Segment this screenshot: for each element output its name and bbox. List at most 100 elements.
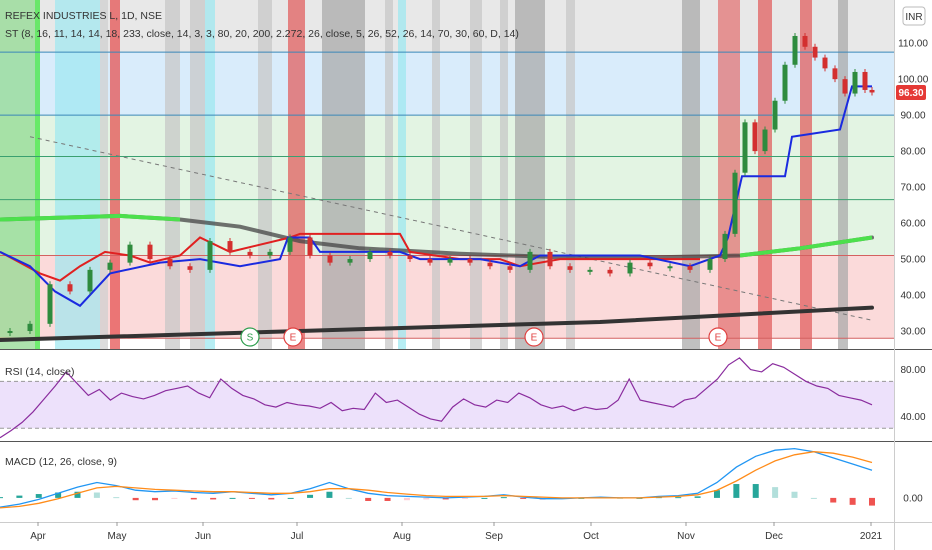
macd-hist-bar	[210, 497, 217, 500]
slow-ma-green-segment	[0, 213, 181, 222]
candle	[527, 251, 533, 270]
signal-band-18	[682, 0, 700, 349]
macd-hist-bar	[384, 497, 391, 501]
signal-band-16	[515, 0, 545, 349]
candle	[247, 251, 253, 256]
macd-hist-bar	[55, 492, 62, 498]
macd-hist-bar	[520, 497, 527, 499]
rsi-tick-label: 40.00	[900, 412, 925, 423]
candle	[782, 64, 788, 101]
candle	[812, 46, 818, 58]
signal-band-19	[718, 0, 740, 349]
macd-hist-bar	[423, 497, 430, 500]
candle	[487, 262, 493, 267]
signal-band-3	[100, 0, 108, 349]
candle	[167, 259, 173, 267]
x-tick-label: Sep	[485, 531, 503, 542]
signal-band-6	[190, 0, 205, 349]
macd-hist-bar	[869, 497, 875, 506]
candle	[852, 71, 858, 94]
candle	[87, 269, 93, 292]
macd-hist-bar	[74, 491, 81, 498]
candle	[732, 172, 738, 234]
candle	[387, 251, 393, 256]
candle	[7, 331, 13, 334]
x-tick-label: May	[108, 531, 127, 542]
macd-hist-bar	[326, 491, 333, 498]
candle	[627, 262, 633, 274]
x-tick-label: Apr	[30, 531, 46, 542]
candle	[227, 241, 233, 252]
vertical-signal-bands	[0, 0, 848, 349]
candle	[707, 259, 713, 270]
signal-band-1	[35, 0, 40, 349]
macd-hist-bar	[171, 497, 178, 499]
event-marker-2	[524, 327, 544, 347]
signal-band-17	[566, 0, 575, 349]
rsi-band	[0, 381, 894, 429]
macd-hist-bar	[365, 497, 372, 501]
x-tick-label: Dec	[765, 531, 783, 542]
rsi-title: RSI (14, close)	[5, 366, 74, 378]
signal-band-21	[800, 0, 812, 349]
macd-hist-bar	[713, 490, 720, 498]
candle	[507, 266, 513, 270]
event-marker-label: E	[715, 333, 722, 344]
macd-hist-bar	[481, 497, 488, 499]
x-tick-label: 2021	[860, 531, 883, 542]
macd-hist-bar	[248, 497, 255, 499]
macd-tick-label: 0.00	[903, 493, 923, 504]
macd-hist-bar	[16, 495, 23, 498]
slow-ma-green-segment-2	[739, 235, 873, 258]
signal-band-11	[385, 0, 393, 349]
candle	[869, 89, 875, 93]
macd-hist-bar	[403, 497, 410, 501]
candle	[722, 233, 728, 260]
event-marker-1	[283, 327, 303, 347]
price-tick-label: 40.00	[900, 291, 925, 302]
supertrend-line	[0, 85, 872, 308]
candle	[287, 237, 293, 252]
currency-button[interactable]	[902, 6, 926, 26]
x-tick-label: Nov	[677, 531, 695, 542]
long-ma-line	[0, 305, 874, 342]
macd-hist-bar	[752, 484, 759, 498]
macd-hist-bar	[810, 497, 817, 499]
signal-band-22	[838, 0, 848, 349]
indicator-params: ST (8, 16, 11, 14, 14, 18, 233, close, 1…	[5, 28, 519, 40]
signal-band-9	[288, 0, 305, 349]
signal-band-12	[398, 0, 406, 349]
macd-panel	[0, 447, 875, 509]
rsi-line	[0, 357, 873, 439]
candle	[792, 35, 798, 65]
macd-hist-bar	[733, 484, 740, 498]
signal-band-14	[470, 0, 482, 349]
price-tick-label: 90.00	[900, 111, 925, 122]
signal-band-15	[500, 0, 508, 349]
x-tick-label: Jun	[195, 531, 211, 542]
price-tick-label: 110.00	[898, 39, 928, 50]
candle	[187, 266, 193, 270]
price-zone-0	[0, 0, 894, 53]
candle	[832, 68, 838, 80]
price-tick-label: 30.00	[900, 327, 925, 338]
candle	[207, 241, 213, 270]
macd-hist-bar	[772, 487, 779, 498]
macd-hist-bar	[113, 497, 120, 499]
macd-hist-bar	[500, 497, 507, 499]
x-tick-label: Aug	[393, 531, 411, 542]
x-axis-labels: Apr May Jun Jul Aug Sep Oct Nov Dec 2021	[30, 522, 883, 542]
price-tick-label: 80.00	[900, 147, 925, 158]
signal-band-4	[110, 0, 120, 349]
candle	[327, 255, 333, 263]
candle	[67, 284, 73, 292]
macd-title: MACD (12, 26, close, 9)	[5, 456, 117, 468]
macd-hist-bar	[132, 497, 139, 501]
macd-hist-bar	[849, 497, 856, 505]
price-zone-3	[0, 255, 894, 339]
macd-hist-bar	[462, 497, 469, 499]
event-marker-label: S	[247, 333, 254, 344]
signal-band-7	[205, 0, 215, 349]
event-marker-label: E	[290, 333, 297, 344]
